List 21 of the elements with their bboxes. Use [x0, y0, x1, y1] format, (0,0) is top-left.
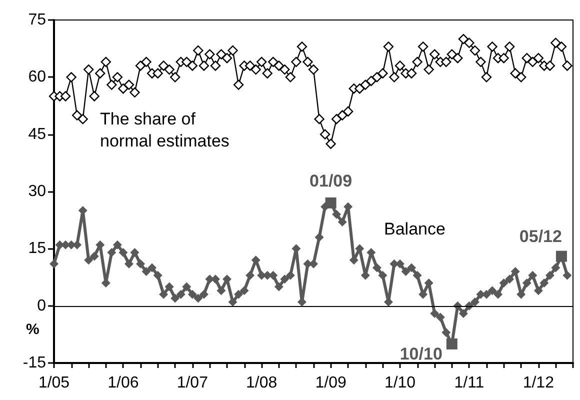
y-tick-label: 60 [28, 68, 46, 86]
y-tick-label: 75 [28, 12, 46, 28]
annotation: 10/10 [400, 344, 442, 364]
y-tick-label: 15 [28, 240, 46, 258]
y-tick-label: -15 [22, 354, 46, 372]
series-label: The share of normal estimates [100, 110, 230, 150]
x-tick-label: 1/10 [384, 374, 416, 392]
annotation: 05/12 [519, 226, 562, 246]
annotation: 01/09 [310, 171, 352, 190]
y-axis-title: % [26, 321, 40, 338]
y-tick-label: 45 [28, 126, 46, 143]
x-tick-label: 1/06 [108, 374, 139, 392]
x-tick-label: 1/12 [522, 374, 554, 392]
x-tick-label: 1/09 [315, 374, 346, 392]
y-tick-label: 30 [28, 183, 46, 200]
x-tick-label: 1/11 [454, 374, 484, 392]
series-label: Balance [384, 220, 446, 238]
x-tick-label: 1/08 [246, 374, 278, 392]
x-tick-label: 1/05 [38, 374, 70, 392]
y-tick-label: 0 [37, 297, 46, 314]
x-tick-label: 1/07 [176, 374, 208, 392]
